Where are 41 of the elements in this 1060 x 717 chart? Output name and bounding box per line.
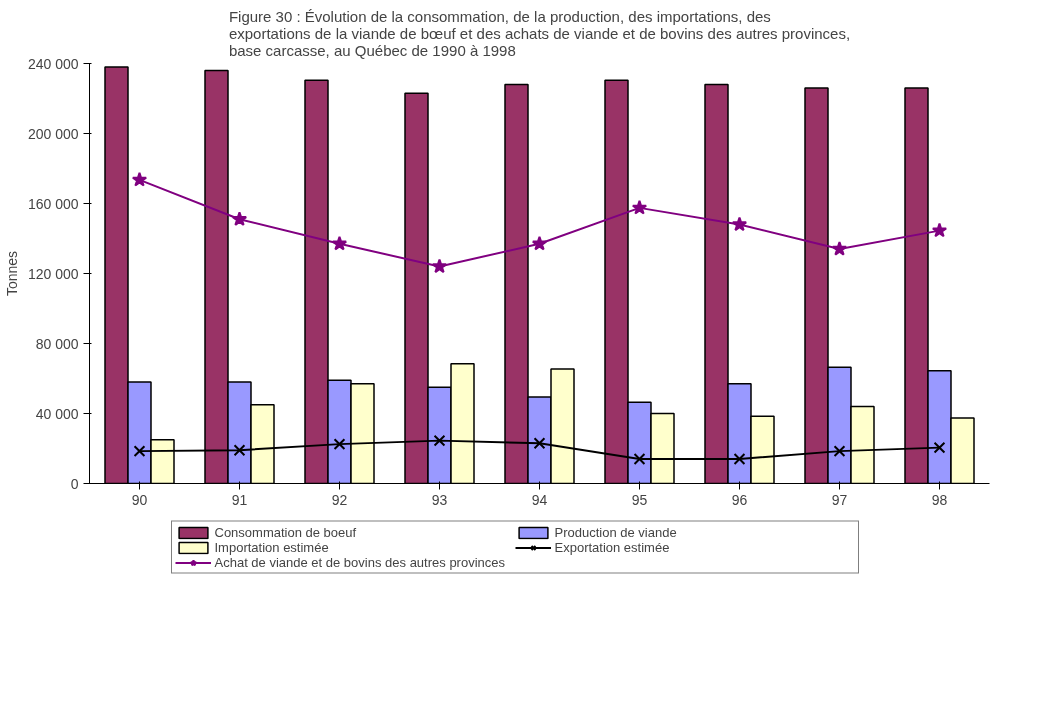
x-tick-label: 98 [931,491,948,508]
y-tick-label: 120 000 [27,265,79,282]
y-tick-label: 80 000 [35,335,79,352]
chart-title: Figure 30 : Évolution de la consommation, de la production, des importations, des exportations de la viande de bœuf et des achats de viande et de bovins des autres provinces, base carcasse, au Québec de 1990 à 1998 [228,7,851,59]
point [433,434,446,447]
point [733,453,746,465]
point [231,211,248,226]
x-tick-label: 92 [331,491,348,508]
point [931,222,948,238]
x-tick-label: 91 [231,491,248,508]
y-tick-label: 160 000 [27,195,79,212]
y-tick-label: 40 000 [35,405,79,422]
legend-label: Production de viande [554,524,678,540]
legend-label: Consommation de boeuf [214,524,358,540]
x-tick-label: 90 [131,491,148,508]
x-tick-label: 96 [731,491,748,508]
x-tick-label: 97 [831,491,848,508]
point [731,216,748,232]
point [831,241,848,256]
y-tick-label: 0 [70,475,79,492]
point [233,444,246,457]
point [431,258,448,274]
point [131,171,148,187]
point [633,453,646,465]
legend-label: Importation estimée [214,539,330,555]
x-tick-label: 95 [631,491,648,508]
point [133,445,146,458]
point [331,235,348,251]
point [631,199,648,215]
point [333,438,346,451]
x-tick-label: 94 [531,491,548,508]
point [533,437,546,450]
y-tick-label: 200 000 [27,125,79,142]
y-axis-title: Tonnes [3,250,20,297]
legend-label: Achat de viande et de bovins des autres provinces [214,554,506,570]
point [531,235,548,251]
point [933,441,946,454]
x-tick-label: 93 [431,491,448,508]
point [833,445,846,458]
legend-label: Exportation estimée [554,539,671,555]
y-tick-label: 240 000 [27,55,79,72]
